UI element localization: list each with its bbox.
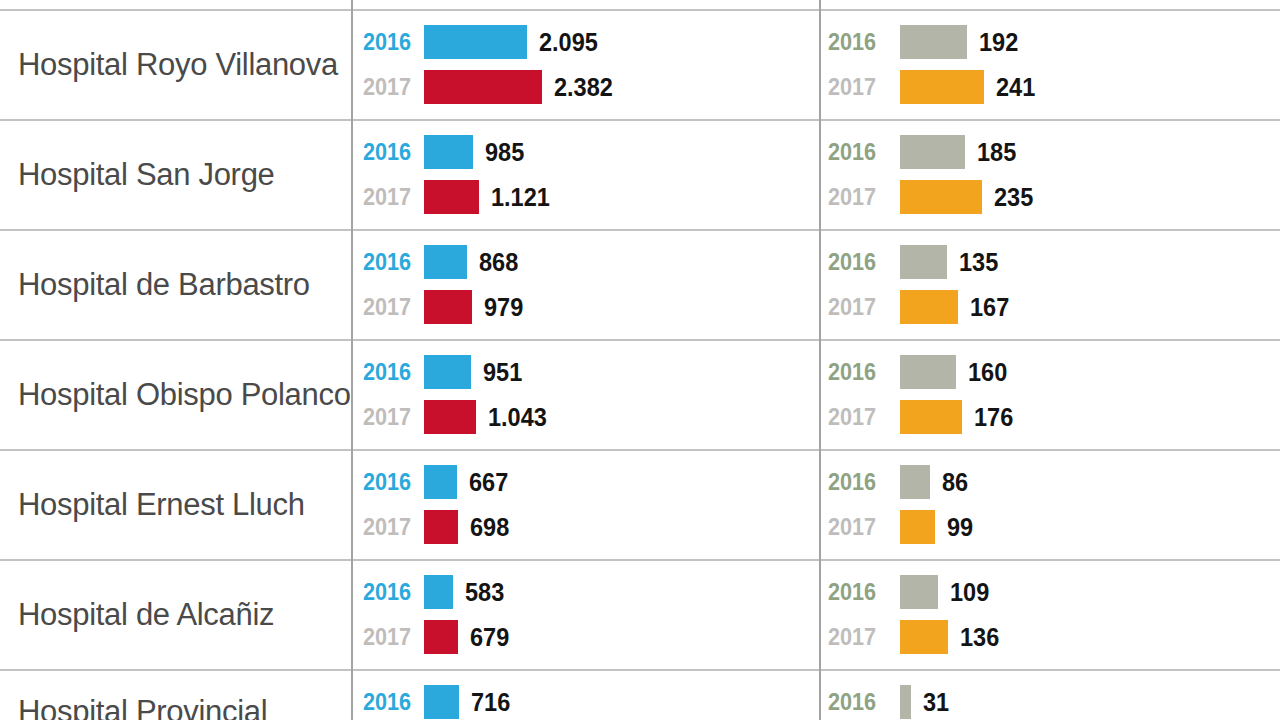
- table-row: Hospital Provincial 2016 716 2016 31: [0, 669, 1280, 720]
- hospital-name: Hospital Provincial: [18, 694, 267, 720]
- hospital-name: Hospital de Barbastro: [18, 267, 310, 303]
- year-label: 2016: [828, 135, 876, 169]
- year-label: 2017: [828, 400, 876, 434]
- year-label: 2016: [828, 465, 876, 499]
- year-label: 2016: [363, 575, 411, 609]
- value-label: 2.382: [554, 70, 613, 104]
- value-bar: [900, 25, 967, 59]
- hospital-name: Hospital Royo Villanova: [18, 47, 338, 83]
- value-label: 167: [970, 290, 1009, 324]
- year-label: 2016: [363, 245, 411, 279]
- year-label: 2017: [828, 180, 876, 214]
- value-label: 679: [470, 620, 509, 654]
- value-label: 109: [950, 575, 989, 609]
- column-divider: [819, 0, 821, 720]
- value-label: 136: [960, 620, 999, 654]
- column-divider: [351, 0, 353, 720]
- year-label: 2017: [363, 180, 411, 214]
- value-bar: [424, 510, 458, 544]
- value-bar: [900, 465, 930, 499]
- year-label: 2016: [363, 25, 411, 59]
- value-bar: [900, 510, 935, 544]
- value-bar: [900, 135, 965, 169]
- value-bar: [424, 180, 479, 214]
- table-rows: Hospital Royo Villanova 2016 2.095 2017 2.38…: [0, 9, 1280, 720]
- table-row: Hospital de Barbastro 2016 868 2017 979 2016 1…: [0, 229, 1280, 339]
- value-bar: [424, 400, 476, 434]
- value-label: 985: [485, 135, 524, 169]
- year-label: 2017: [828, 620, 876, 654]
- year-label: 2017: [363, 510, 411, 544]
- year-label: 2016: [363, 135, 411, 169]
- value-label: 2.095: [539, 25, 598, 59]
- value-bar: [424, 290, 472, 324]
- value-bar: [424, 70, 542, 104]
- value-bar: [424, 620, 458, 654]
- value-bar: [900, 355, 956, 389]
- table-row: Hospital Royo Villanova 2016 2.095 2017 2.38…: [0, 9, 1280, 119]
- hospital-name: Hospital Ernest Lluch: [18, 487, 305, 523]
- year-label: 2016: [828, 575, 876, 609]
- table-row: Hospital Ernest Lluch 2016 667 2017 698 2016 8…: [0, 449, 1280, 559]
- year-label: 2017: [828, 70, 876, 104]
- year-label: 2016: [363, 685, 411, 719]
- value-label: 235: [994, 180, 1033, 214]
- value-label: 31: [923, 685, 949, 719]
- value-bar: [900, 400, 962, 434]
- year-label: 2016: [828, 355, 876, 389]
- year-label: 2017: [828, 290, 876, 324]
- table-row: Hospital Obispo Polanco 2016 951 2017 1.043 2…: [0, 339, 1280, 449]
- hospital-name: Hospital San Jorge: [18, 157, 275, 193]
- value-bar: [900, 245, 947, 279]
- value-bar: [900, 685, 911, 719]
- value-label: 135: [959, 245, 998, 279]
- year-label: 2016: [363, 355, 411, 389]
- year-label: 2017: [363, 290, 411, 324]
- value-label: 698: [470, 510, 509, 544]
- value-bar: [424, 135, 473, 169]
- value-bar: [900, 620, 948, 654]
- year-label: 2016: [828, 245, 876, 279]
- value-bar: [424, 25, 527, 59]
- value-bar: [424, 575, 453, 609]
- hospital-name: Hospital de Alcañiz: [18, 597, 274, 633]
- year-label: 2016: [363, 465, 411, 499]
- year-label: 2017: [363, 620, 411, 654]
- value-label: 1.043: [488, 400, 547, 434]
- value-label: 868: [479, 245, 518, 279]
- value-label: 86: [942, 465, 968, 499]
- value-bar: [424, 245, 467, 279]
- year-label: 2016: [828, 685, 876, 719]
- value-bar: [900, 70, 984, 104]
- value-bar: [424, 355, 471, 389]
- table-row: Hospital San Jorge 2016 985 2017 1.121 2016 18…: [0, 119, 1280, 229]
- table-row: Hospital de Alcañiz 2016 583 2017 679 2016 109…: [0, 559, 1280, 669]
- value-bar: [424, 465, 457, 499]
- value-bar: [900, 290, 958, 324]
- value-label: 185: [977, 135, 1016, 169]
- value-bar: [424, 685, 459, 719]
- value-label: 160: [968, 355, 1007, 389]
- hospital-bar-table: Hospital Royo Villanova 2016 2.095 2017 2.38…: [0, 0, 1280, 720]
- value-label: 951: [483, 355, 522, 389]
- value-label: 192: [979, 25, 1018, 59]
- value-bar: [900, 575, 938, 609]
- year-label: 2017: [828, 510, 876, 544]
- value-bar: [900, 180, 982, 214]
- value-label: 716: [471, 685, 510, 719]
- hospital-name: Hospital Obispo Polanco: [18, 377, 351, 413]
- value-label: 241: [996, 70, 1035, 104]
- value-label: 176: [974, 400, 1013, 434]
- year-label: 2017: [363, 400, 411, 434]
- value-label: 583: [465, 575, 504, 609]
- value-label: 99: [947, 510, 973, 544]
- value-label: 979: [484, 290, 523, 324]
- value-label: 1.121: [491, 180, 550, 214]
- value-label: 667: [469, 465, 508, 499]
- year-label: 2016: [828, 25, 876, 59]
- year-label: 2017: [363, 70, 411, 104]
